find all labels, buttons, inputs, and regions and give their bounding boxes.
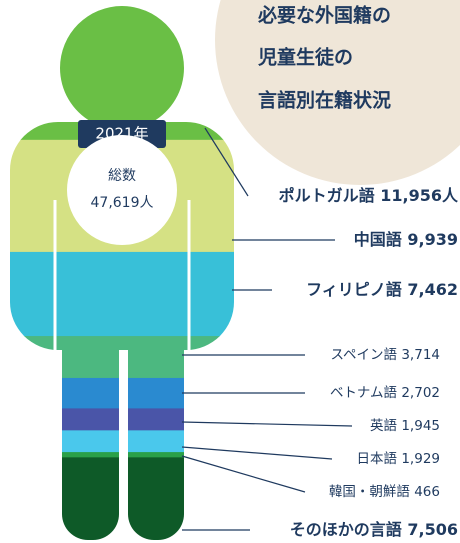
category-label: 英語 1,945 — [370, 417, 440, 434]
category-name: フィリピノ語 — [306, 280, 402, 299]
value-label: 9,939 — [407, 230, 458, 249]
category-name: 日本語 — [357, 450, 398, 467]
value-label: 3,714 — [401, 347, 440, 363]
page: {"chart_data": {"type": "figure-stack", … — [0, 0, 460, 543]
category-label: フィリピノ語 7,462 — [306, 280, 458, 299]
leader-line — [182, 456, 305, 492]
category-name: 中国語 — [354, 230, 402, 249]
title-line: 必要な外国籍の — [257, 4, 391, 27]
leader-line — [182, 447, 332, 459]
total-value: 47,619人 — [91, 195, 154, 211]
category-name: スペイン語 — [330, 346, 397, 363]
title-line: 言語別在籍状況 — [258, 89, 391, 112]
value-label: 7,462 — [407, 280, 458, 299]
value-label: 2,702 — [401, 385, 440, 401]
category-label: そのほかの言語 7,506 — [290, 520, 458, 539]
value-label: 466 — [414, 484, 440, 500]
value-label: 1,929 — [401, 451, 440, 467]
chart: 必要な外国籍の 児童生徒の 言語別在籍状況 2021年 総数 47,619人 ポ… — [0, 0, 460, 543]
value-label: 7,506 — [407, 520, 458, 539]
total-label: 総数 — [108, 168, 136, 184]
category-label: ポルトガル語 11,956人 — [279, 186, 459, 205]
category-name: そのほかの言語 — [290, 520, 402, 539]
value-label: 11,956人 — [380, 186, 459, 205]
category-name: 英語 — [370, 417, 397, 434]
category-name: 韓国・朝鮮語 — [329, 483, 410, 500]
total-circle — [67, 135, 177, 245]
category-label: 中国語 9,939 — [354, 230, 458, 249]
band — [0, 252, 250, 337]
category-label: 韓国・朝鮮語 466 — [329, 483, 440, 500]
leader-line — [182, 422, 352, 426]
category-name: ポルトガル語 — [279, 186, 375, 205]
title-line: 児童生徒の — [257, 46, 353, 69]
category-name: ベトナム語 — [330, 384, 397, 401]
category-label: ベトナム語 2,702 — [330, 384, 440, 401]
value-label: 1,945 — [401, 418, 440, 434]
category-label: スペイン語 3,714 — [330, 346, 440, 363]
category-label: 日本語 1,929 — [357, 450, 440, 467]
